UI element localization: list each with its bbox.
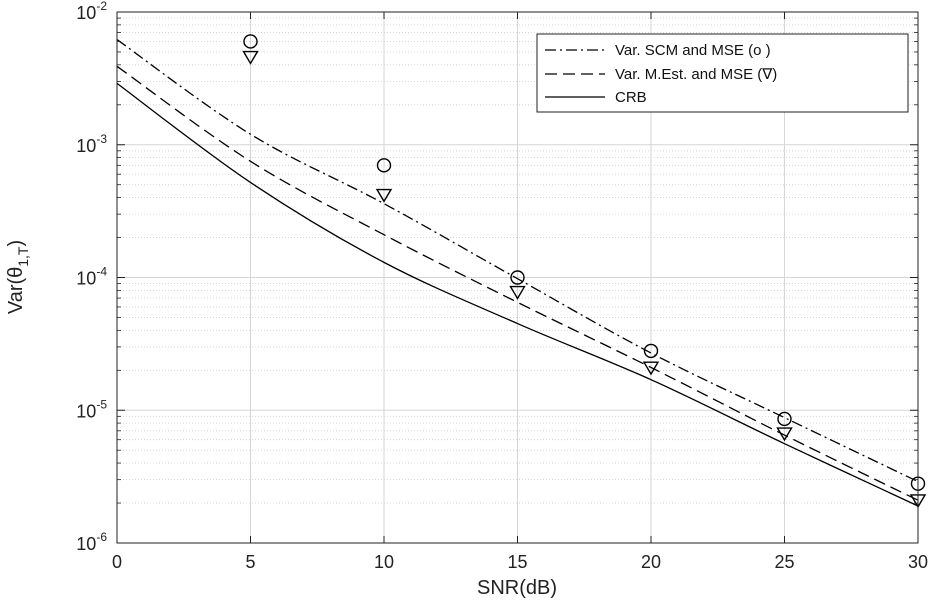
y-tick-label-base: 10 — [76, 136, 96, 156]
y-axis-title-close: ) — [5, 240, 27, 247]
y-tick-labels: 10-610-510-410-310-2 — [76, 0, 107, 554]
legend-label-scm: Var. SCM and MSE (o ) — [615, 42, 771, 59]
y-axis-title: Var(θ1,T) — [5, 240, 31, 314]
y-axis-title-subscript: 1,T — [15, 246, 31, 267]
legend: Var. SCM and MSE (o ) Var. M.Est. and MS… — [537, 34, 908, 112]
y-tick-label: 10-4 — [76, 265, 107, 289]
y-tick-label: 10-3 — [76, 132, 107, 156]
y-tick-label: 10-2 — [76, 0, 107, 23]
y-tick-label-exponent: -3 — [96, 132, 107, 146]
x-tick-label: 5 — [245, 552, 255, 572]
legend-label-mest: Var. M.Est. and MSE (∇) — [615, 66, 777, 83]
x-axis-title: SNR(dB) — [477, 577, 557, 599]
y-tick-label-exponent: -2 — [96, 0, 107, 13]
y-axis-title-main: Var(θ — [5, 267, 27, 314]
x-tick-labels: 0 5 10 15 20 25 30 — [112, 552, 928, 572]
legend-label-crb: CRB — [615, 89, 647, 106]
y-tick-label-exponent: -4 — [96, 265, 107, 279]
x-tick-label: 30 — [908, 552, 928, 572]
x-tick-label: 0 — [112, 552, 122, 572]
y-tick-label-base: 10 — [76, 3, 96, 23]
y-tick-label-base: 10 — [76, 269, 96, 289]
y-tick-label-exponent: -5 — [96, 397, 107, 411]
y-tick-label-base: 10 — [76, 534, 96, 554]
y-tick-label-base: 10 — [76, 401, 96, 421]
x-tick-label: 10 — [374, 552, 394, 572]
y-tick-label: 10-6 — [76, 530, 107, 554]
x-tick-label: 20 — [641, 552, 661, 572]
y-tick-label: 10-5 — [76, 397, 107, 421]
x-tick-label: 25 — [774, 552, 794, 572]
x-tick-label: 15 — [507, 552, 527, 572]
y-tick-label-exponent: -6 — [96, 530, 107, 544]
